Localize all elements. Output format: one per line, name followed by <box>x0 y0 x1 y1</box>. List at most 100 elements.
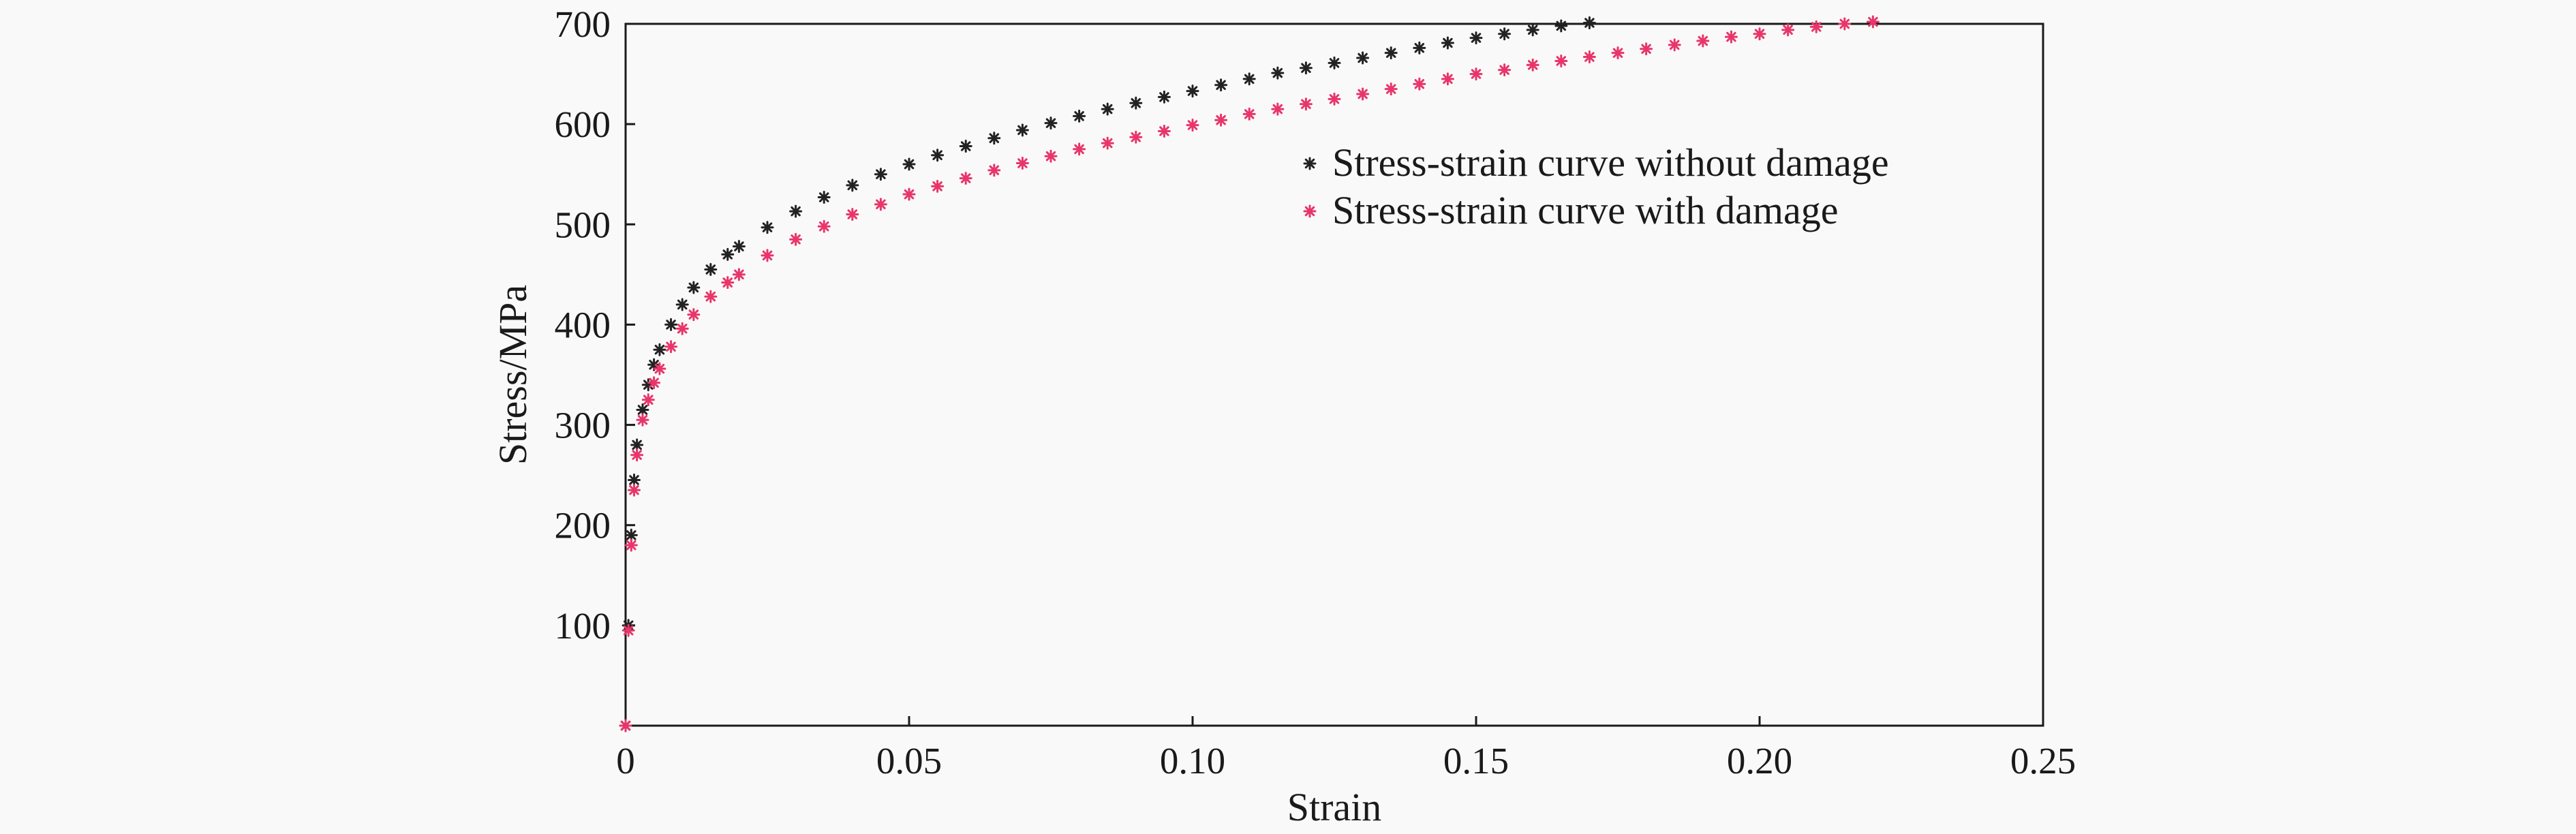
data-point <box>1044 117 1058 130</box>
data-point <box>1724 30 1738 44</box>
legend-item-with-damage: Stress-strain curve with damage <box>1303 188 1839 232</box>
y-tick-label: 300 <box>555 405 611 446</box>
data-point <box>1186 119 1199 132</box>
y-axis-label: Stress/MPa <box>491 285 535 465</box>
data-point <box>1214 113 1228 127</box>
data-point <box>1696 34 1710 48</box>
data-point <box>931 179 945 193</box>
data-point <box>647 376 661 390</box>
x-axis-ticks: 0 0.05 0.10 0.15 0.20 0.25 <box>616 716 2076 782</box>
data-point <box>1384 82 1398 96</box>
y-tick-label: 500 <box>555 204 611 245</box>
y-tick-label: 200 <box>555 505 611 546</box>
data-point <box>1242 107 1256 121</box>
series-without-damage <box>619 16 1596 732</box>
data-point <box>1781 23 1795 37</box>
data-point <box>1129 96 1143 110</box>
x-tick-label: 0 <box>616 740 635 782</box>
data-point <box>664 340 678 354</box>
data-point <box>1838 17 1852 31</box>
data-point <box>627 474 641 486</box>
data-point <box>619 719 632 732</box>
data-point <box>1469 31 1483 45</box>
data-point <box>1101 102 1114 116</box>
legend-item-without-damage: Stress-strain curve without damage <box>1303 140 1889 185</box>
data-point <box>1214 78 1228 92</box>
series-with-damage <box>619 15 1880 732</box>
data-point <box>1753 27 1766 41</box>
data-point <box>846 179 859 192</box>
data-point <box>732 240 746 253</box>
data-point <box>1044 149 1058 163</box>
x-tick-label: 0.10 <box>1160 740 1225 782</box>
y-tick-label: 400 <box>555 304 611 345</box>
data-point <box>1271 66 1285 80</box>
data-point <box>1242 72 1256 86</box>
data-point <box>1073 142 1086 156</box>
data-point <box>1271 102 1285 116</box>
data-point <box>704 290 718 303</box>
data-point <box>1186 84 1199 98</box>
data-point <box>1413 77 1426 91</box>
data-point <box>931 149 945 162</box>
data-point <box>789 232 803 246</box>
data-point <box>1413 41 1426 55</box>
data-point <box>1668 38 1681 52</box>
data-point <box>1384 46 1398 60</box>
data-point <box>987 132 1001 145</box>
data-point <box>1866 15 1880 29</box>
data-point <box>1356 51 1370 65</box>
x-tick-label: 0.25 <box>2010 740 2076 782</box>
data-point <box>1526 23 1539 37</box>
data-point <box>874 168 887 181</box>
data-point <box>761 221 774 234</box>
data-point <box>732 268 746 281</box>
data-point <box>1498 27 1512 41</box>
x-axis-label: Strain <box>1287 785 1382 829</box>
data-point <box>1526 58 1539 72</box>
y-tick-label: 100 <box>555 605 611 647</box>
data-point <box>761 249 774 262</box>
y-axis-ticks: 100 200 300 400 500 600 700 <box>555 3 635 647</box>
data-point <box>1356 87 1370 101</box>
data-point <box>675 298 689 311</box>
data-point <box>687 281 701 294</box>
legend-marker-without-damage <box>1303 157 1317 170</box>
data-point <box>704 263 718 276</box>
data-point <box>1129 130 1143 144</box>
data-point <box>1101 136 1114 150</box>
data-point <box>1157 124 1171 138</box>
data-point <box>1469 67 1483 81</box>
data-point <box>1611 46 1625 60</box>
data-point <box>624 538 638 552</box>
data-point <box>1299 97 1313 111</box>
legend-marker-glyph <box>1303 204 1317 218</box>
data-point <box>817 191 831 204</box>
x-tick-label: 0.15 <box>1443 740 1509 782</box>
data-point <box>789 204 803 218</box>
plot-frame <box>624 22 2044 727</box>
y-tick-label: 600 <box>555 104 611 145</box>
legend: Stress-strain curve without damage Stres… <box>1303 140 1889 232</box>
legend-label-without-damage: Stress-strain curve without damage <box>1332 140 1889 185</box>
data-point <box>721 276 735 290</box>
data-point <box>1015 157 1029 170</box>
data-point <box>1554 54 1568 67</box>
data-point <box>627 483 641 497</box>
legend-label-with-damage: Stress-strain curve with damage <box>1332 188 1839 232</box>
data-point <box>653 343 666 356</box>
data-point <box>1015 123 1029 137</box>
data-point <box>721 247 735 261</box>
data-point <box>1157 90 1171 104</box>
data-point <box>1299 61 1313 75</box>
data-point <box>902 187 916 201</box>
data-point <box>1328 56 1341 70</box>
data-point <box>675 322 689 335</box>
legend-marker-with-damage <box>1303 204 1317 218</box>
data-point <box>1441 72 1454 86</box>
data-point <box>1640 42 1653 56</box>
data-point <box>902 157 916 171</box>
data-point <box>1582 50 1596 64</box>
data-point <box>959 172 972 185</box>
